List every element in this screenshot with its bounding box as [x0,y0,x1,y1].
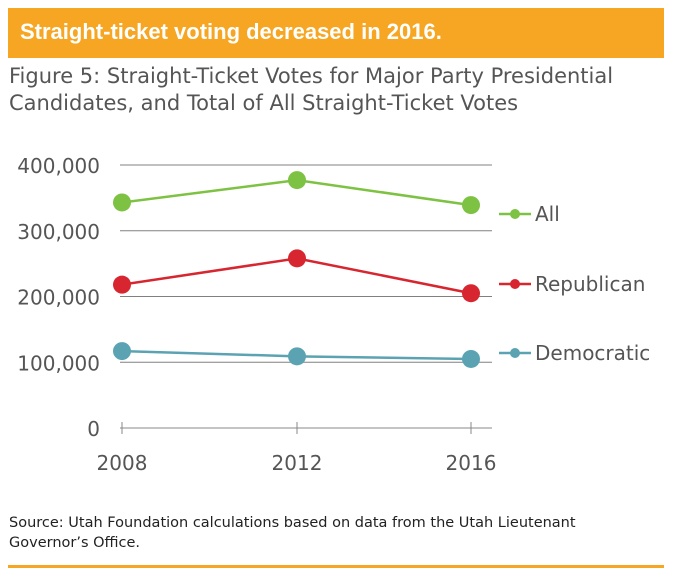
gridlines [120,164,492,363]
data-point-republican [113,275,131,294]
y-tick-label: 100,000 [17,351,100,375]
legend-label-republican: Republican [535,272,645,296]
legend-swatch-dot [510,348,520,358]
data-point-all [113,193,131,212]
series-group [113,171,480,368]
legend-swatch-dot [510,279,520,289]
x-tick-label: 2008 [97,451,148,475]
bottom-rule [8,565,664,568]
x-axis: 2008 2012 2016 [97,422,497,475]
data-point-democratic [462,349,480,368]
title-banner: Straight-ticket voting decreased in 2016… [8,8,664,58]
data-point-republican [288,249,306,268]
y-tick-label: 200,000 [17,286,100,310]
figure-title: Figure 5: Straight-Ticket Votes for Majo… [9,64,614,115]
y-tick-label: 400,000 [17,154,100,178]
source-note: Source: Utah Foundation calculations bas… [9,515,576,551]
data-point-republican [462,284,480,303]
legend-label-all: All [535,202,560,226]
legend-label-democratic: Democratic [535,341,650,365]
y-tick-label: 300,000 [17,220,100,244]
data-point-all [462,196,480,215]
y-axis-tick-labels: 0 100,000 200,000 300,000 400,000 [17,154,100,441]
legend-swatch-dot [510,209,520,219]
x-tick-label: 2012 [272,451,323,475]
data-point-democratic [288,347,306,366]
banner-headline: Straight-ticket voting decreased in 2016… [20,19,442,44]
data-point-democratic [113,342,131,361]
x-tick-label: 2016 [446,451,497,475]
legend: All Republican Democratic [499,202,650,365]
y-tick-label: 0 [87,417,100,441]
data-point-all [288,171,306,190]
